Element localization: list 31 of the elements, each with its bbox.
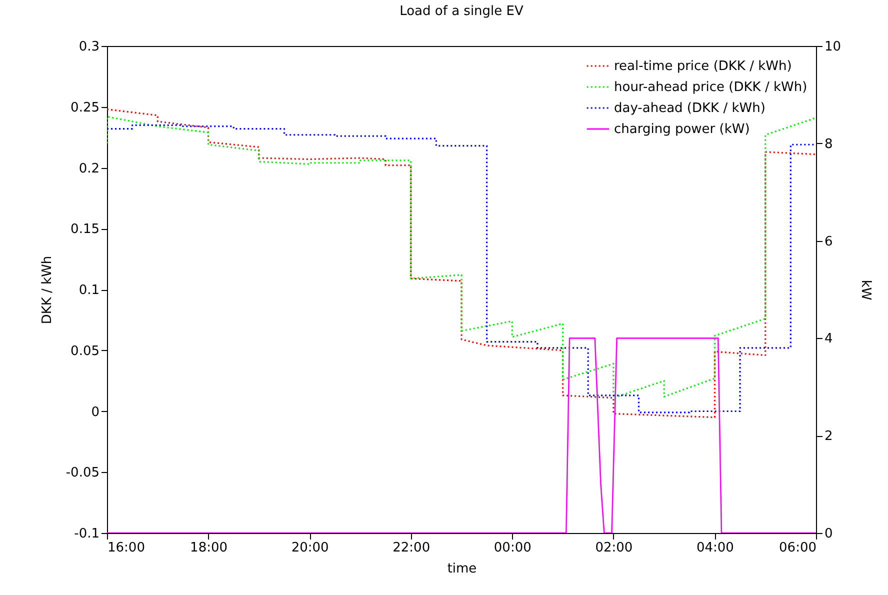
y2-tick-label: 8 [824, 136, 833, 152]
legend-label: charging power (kW) [614, 122, 750, 137]
x-tick-label: 02:00 [595, 540, 633, 556]
legend-label: day-ahead (DKK / kWh) [614, 101, 766, 116]
y-tick-label: 0.25 [70, 100, 100, 116]
y2-tick-label: 6 [824, 234, 833, 250]
y-tick-label: 0 [91, 404, 100, 420]
legend-label: hour-ahead price (DKK / kWh) [614, 80, 808, 95]
y2-tick-label: 2 [824, 429, 833, 444]
x-tick-label: 20:00 [291, 540, 329, 556]
y-tick-label: 0.1 [78, 283, 100, 298]
y-tick-label: 0.3 [78, 40, 100, 54]
chart-title: Load of a single EV [400, 4, 524, 19]
x-axis-title: time [447, 562, 477, 576]
y-tick-label: 0.2 [78, 161, 100, 176]
y2-tick-label: 10 [824, 40, 842, 54]
y2-tick-label: 0 [824, 526, 833, 542]
y-tick-label: -0.1 [74, 526, 100, 542]
y2-tick-label: 4 [824, 332, 833, 347]
x-tick-label: 06:00 [779, 540, 816, 556]
x-tick-label: 18:00 [190, 540, 228, 556]
x-tick-label: 04:00 [696, 540, 734, 556]
y2-axis-title: kW [858, 280, 874, 300]
y-tick-label: 0.05 [70, 344, 100, 359]
y-tick-label: 0.15 [70, 222, 100, 238]
y-tick-label: -0.05 [66, 466, 100, 481]
x-tick-label: 00:00 [494, 540, 532, 556]
y-axis-title: DKK / kWh [40, 256, 55, 324]
x-tick-label: 16:00 [108, 540, 145, 556]
x-tick-label: 22:00 [392, 540, 430, 556]
legend-label: real-time price (DKK / kWh) [614, 59, 792, 74]
